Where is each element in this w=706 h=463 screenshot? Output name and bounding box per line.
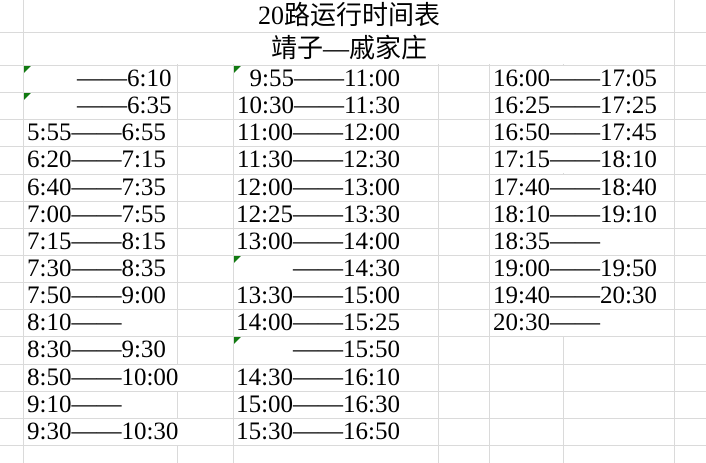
gridline-horizontal bbox=[0, 65, 706, 66]
time-cell[interactable]: 5:55——6:55 bbox=[27, 119, 166, 146]
time-cell[interactable]: 7:50——9:00 bbox=[27, 282, 166, 309]
time-cell[interactable]: 14:00——15:25 bbox=[236, 309, 400, 336]
time-cell[interactable]: 16:00——17:05 bbox=[493, 65, 657, 92]
time-cell[interactable]: 19:00——19:50 bbox=[493, 255, 657, 282]
gridline-vertical bbox=[233, 0, 234, 463]
time-cell[interactable]: 18:10——19:10 bbox=[493, 201, 657, 228]
time-cell[interactable]: 8:50——10:00 bbox=[27, 364, 179, 391]
time-cell[interactable]: 10:30——11:30 bbox=[237, 92, 400, 119]
table-title: 20路运行时间表 bbox=[257, 1, 440, 30]
time-cell[interactable]: 7:15——8:15 bbox=[27, 228, 166, 255]
time-cell[interactable]: 8:10—— bbox=[27, 309, 122, 336]
time-cell[interactable]: 16:50——17:45 bbox=[493, 119, 657, 146]
time-cell[interactable]: 18:35—— bbox=[493, 228, 600, 255]
time-cell[interactable]: 13:00——14:00 bbox=[236, 228, 400, 255]
time-cell[interactable]: 9:55——11:00 bbox=[249, 65, 400, 92]
gridline-horizontal bbox=[0, 282, 706, 283]
time-cell[interactable]: 20:30—— bbox=[493, 309, 600, 336]
error-indicator-triangle bbox=[234, 66, 241, 73]
gridline-horizontal bbox=[0, 309, 706, 310]
gridline-vertical bbox=[438, 0, 439, 463]
table-title-cell[interactable]: 20路运行时间表 bbox=[24, 0, 674, 31]
gridline-horizontal bbox=[0, 418, 706, 419]
time-cell[interactable]: 17:15——18:10 bbox=[493, 146, 657, 173]
gridline-horizontal bbox=[0, 364, 706, 365]
error-indicator-triangle bbox=[234, 337, 241, 344]
time-cell[interactable]: 15:30——16:50 bbox=[236, 418, 400, 445]
gridline-horizontal bbox=[0, 336, 706, 337]
gridline-horizontal bbox=[0, 201, 706, 202]
time-cell[interactable]: 12:00——13:00 bbox=[236, 174, 400, 201]
route-subtitle-cell[interactable]: 靖子—戚家庄 bbox=[24, 33, 674, 64]
gridline-horizontal bbox=[0, 119, 706, 120]
time-cell[interactable]: 19:40——20:30 bbox=[493, 282, 657, 309]
route-subtitle: 靖子—戚家庄 bbox=[270, 34, 427, 63]
time-cell[interactable]: 13:30——15:00 bbox=[236, 282, 400, 309]
time-cell[interactable]: 9:30——10:30 bbox=[27, 418, 179, 445]
gridline-vertical bbox=[23, 0, 24, 463]
gridline-horizontal bbox=[0, 228, 706, 229]
time-cell[interactable]: 14:30——16:10 bbox=[236, 364, 400, 391]
gridline-horizontal bbox=[0, 92, 706, 93]
time-cell[interactable]: 8:30——9:30 bbox=[27, 336, 166, 363]
time-cell[interactable]: 11:00——12:00 bbox=[237, 119, 400, 146]
gridline-horizontal bbox=[0, 146, 706, 147]
error-indicator-triangle bbox=[234, 256, 241, 263]
error-indicator-triangle bbox=[24, 93, 31, 100]
gridline-vertical bbox=[177, 0, 178, 463]
time-cell[interactable]: 9:10—— bbox=[27, 391, 122, 418]
gridline-horizontal bbox=[0, 32, 706, 33]
time-cell[interactable]: ——6:35 bbox=[77, 92, 172, 119]
time-cell[interactable]: 12:25——13:30 bbox=[236, 201, 400, 228]
gridline-vertical bbox=[674, 0, 675, 463]
time-cell[interactable]: 11:30——12:30 bbox=[237, 146, 400, 173]
error-indicator-triangle bbox=[24, 66, 31, 73]
gridline-horizontal bbox=[0, 174, 706, 175]
gridline-horizontal bbox=[0, 391, 706, 392]
time-cell[interactable]: 6:20——7:15 bbox=[27, 146, 166, 173]
time-cell[interactable]: 7:00——7:55 bbox=[27, 201, 166, 228]
time-cell[interactable]: ——15:50 bbox=[293, 336, 400, 363]
time-cell[interactable]: 15:00——16:30 bbox=[236, 391, 400, 418]
gridline-vertical bbox=[489, 0, 490, 463]
time-cell[interactable]: ——14:30 bbox=[293, 255, 400, 282]
time-cell[interactable]: 7:30——8:35 bbox=[27, 255, 166, 282]
time-cell[interactable]: 16:25——17:25 bbox=[493, 92, 657, 119]
time-cell[interactable]: 6:40——7:35 bbox=[27, 174, 166, 201]
time-cell[interactable]: ——6:10 bbox=[77, 65, 172, 92]
gridline-horizontal bbox=[0, 445, 706, 446]
gridline-horizontal bbox=[0, 255, 706, 256]
time-cell[interactable]: 17:40——18:40 bbox=[493, 174, 657, 201]
